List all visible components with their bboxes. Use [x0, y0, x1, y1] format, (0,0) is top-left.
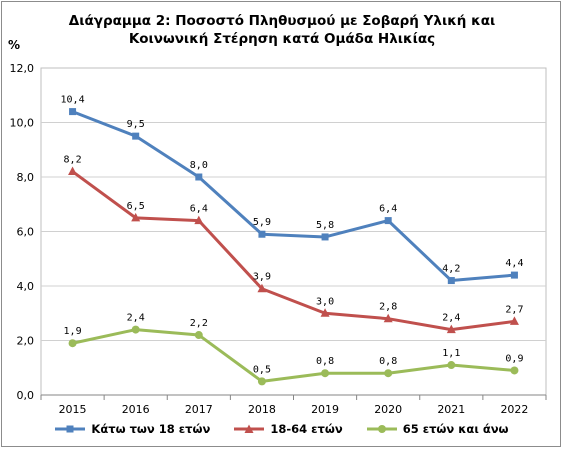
data-label: 2,8	[379, 302, 397, 313]
data-point	[68, 166, 78, 176]
data-point	[321, 369, 330, 378]
data-point	[131, 325, 140, 334]
data-label: 3,9	[253, 272, 271, 283]
series-line	[71, 170, 515, 332]
y-tick-label: 6,0	[17, 226, 35, 239]
legend-item-18-64: 18-64 ετών	[234, 422, 343, 436]
x-tick-label: 2017	[185, 403, 213, 416]
legend-symbol-65-plus	[366, 425, 397, 433]
data-point	[69, 108, 77, 116]
data-point	[510, 366, 519, 375]
legend-label-65-plus: 65 ετών και άνω	[402, 422, 509, 436]
data-label: 5,8	[316, 220, 334, 231]
data-label: 6,4	[379, 204, 397, 215]
data-label: 2,4	[127, 313, 145, 324]
data-point	[384, 217, 392, 225]
data-label: 0,5	[253, 364, 271, 375]
y-tick-label: 0,0	[17, 389, 35, 402]
data-point	[509, 316, 519, 325]
series-line	[72, 110, 515, 283]
data-point	[321, 233, 329, 241]
chart-title-line1: Διάγραμμα 2: Ποσοστό Πληθυσμού με Σοβαρή…	[68, 13, 496, 29]
data-point	[446, 324, 456, 334]
data-label: 1,1	[442, 348, 460, 359]
data-point	[257, 377, 266, 386]
data-label: 2,4	[442, 313, 460, 324]
x-tick-label: 2021	[437, 403, 465, 416]
legend-item-65-plus: 65 ετών και άνω	[366, 422, 509, 436]
data-label: 5,9	[253, 217, 271, 228]
data-label: 2,2	[190, 318, 208, 329]
legend-label-18-64: 18-64 ετών	[270, 422, 343, 436]
chart-title-line2: Κοινωνική Στέρηση κατά Ομάδα Ηλικίας	[128, 31, 436, 47]
legend-symbol-18-64	[234, 424, 265, 433]
y-axis-unit: %	[8, 38, 21, 52]
chart-title: Διάγραμμα 2: Ποσοστό Πληθυσμού με Σοβαρή…	[0, 12, 564, 48]
data-label: 1,9	[64, 326, 82, 337]
x-tick-label: 2018	[248, 403, 276, 416]
data-label: 2,7	[505, 304, 523, 315]
y-tick-label: 2,0	[17, 335, 35, 348]
data-label: 0,8	[379, 356, 397, 367]
data-point	[447, 277, 455, 285]
data-point	[447, 361, 456, 370]
series-line	[72, 328, 515, 383]
data-point	[131, 212, 141, 222]
data-point	[510, 271, 518, 279]
data-point	[257, 283, 267, 293]
legend-label-under-18: Κάτω των 18 ετών	[91, 422, 211, 436]
data-label: 9,5	[127, 119, 145, 130]
data-point	[194, 215, 204, 225]
legend-item-under-18: Κάτω των 18 ετών	[55, 422, 210, 436]
x-tick-label: 2016	[122, 403, 150, 416]
data-point	[195, 173, 203, 181]
y-tick-label: 12,0	[10, 62, 35, 75]
data-point	[383, 313, 393, 323]
y-tick-label: 10,0	[10, 117, 35, 130]
data-label: 6,4	[190, 204, 208, 215]
data-point	[384, 369, 393, 378]
data-point	[194, 331, 203, 340]
data-label: 6,5	[127, 201, 145, 212]
data-label: 8,2	[64, 155, 82, 166]
x-tick-label: 2019	[311, 403, 339, 416]
y-tick-label: 4,0	[17, 280, 35, 293]
data-point	[258, 230, 266, 238]
data-label: 8,0	[190, 160, 208, 171]
y-tick-label: 8,0	[17, 171, 35, 184]
data-label: 10,4	[61, 95, 85, 106]
data-label: 4,2	[442, 264, 460, 275]
x-tick-label: 2020	[374, 403, 402, 416]
legend: Κάτω των 18 ετών 18-64 ετών 65 ετών και …	[0, 422, 564, 436]
x-tick-label: 2022	[500, 403, 528, 416]
data-point	[132, 132, 140, 140]
legend-symbol-under-18	[55, 425, 86, 433]
data-label: 0,9	[505, 353, 523, 364]
x-tick-label: 2015	[59, 403, 87, 416]
data-label: 3,0	[316, 296, 334, 307]
data-point	[320, 308, 330, 317]
data-label: 4,4	[505, 258, 523, 269]
data-point	[68, 339, 77, 348]
data-label: 0,8	[316, 356, 334, 367]
